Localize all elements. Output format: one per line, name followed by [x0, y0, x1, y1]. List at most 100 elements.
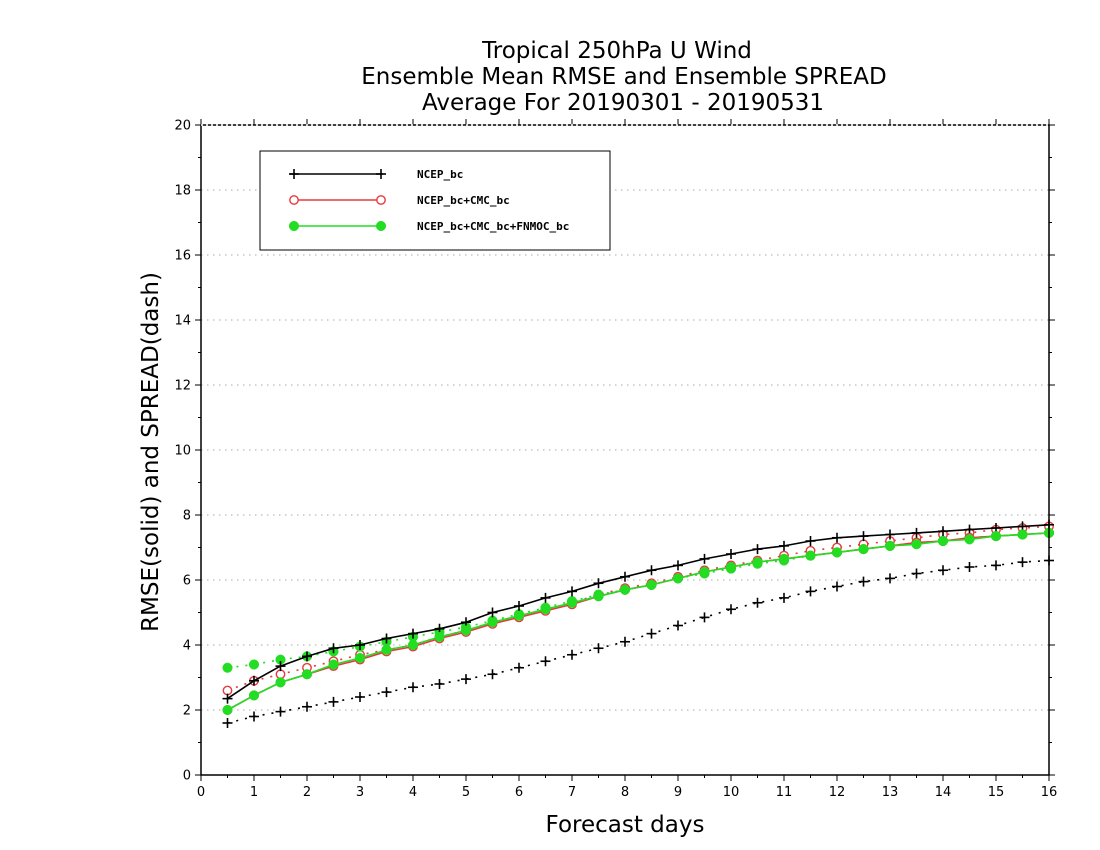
- series-1-spread: [222, 521, 1054, 696]
- series-1-rmse: [222, 527, 1054, 715]
- legend-entry: NCEP_bc: [289, 168, 463, 181]
- data-point-spread: [275, 706, 286, 717]
- data-point-rmse: [699, 566, 710, 577]
- data-point-rmse: [407, 639, 419, 651]
- series-2-rmse: [222, 527, 1055, 716]
- x-tick-label: 6: [515, 785, 523, 800]
- data-point-spread: [408, 682, 418, 693]
- data-point-rmse: [672, 573, 684, 584]
- data-point-rmse: [222, 693, 233, 704]
- legend-marker-right: [376, 169, 386, 179]
- data-point-spread: [832, 581, 842, 592]
- title-line-1: Tropical 250hPa U Wind: [481, 38, 752, 64]
- data-point-rmse: [354, 652, 366, 664]
- series-line-spread: [227, 559, 1050, 724]
- data-point-rmse: [222, 704, 233, 716]
- data-point-spread: [673, 620, 683, 631]
- data-point-rmse: [487, 617, 498, 628]
- legend-entry: NCEP_bc+CMC_bc+FNMOC_bc: [288, 220, 569, 233]
- data-point-spread: [699, 612, 710, 623]
- data-point-rmse: [381, 644, 392, 655]
- data-point-rmse: [673, 560, 683, 571]
- data-point-rmse: [725, 561, 737, 573]
- y-tick-label: 0: [183, 769, 191, 784]
- data-point-spread: [248, 659, 260, 670]
- title-line-2: Ensemble Mean RMSE and Ensemble SPREAD: [361, 64, 886, 90]
- data-point-rmse: [805, 550, 816, 561]
- data-point-rmse: [1017, 529, 1028, 540]
- x-tick-label: 1: [250, 785, 258, 800]
- y-tick-label: 12: [174, 379, 191, 394]
- data-point-rmse: [699, 553, 710, 564]
- data-point-rmse: [566, 597, 578, 608]
- series-line-spread: [227, 532, 1050, 669]
- y-tick-label: 8: [183, 509, 191, 524]
- data-point-rmse: [567, 586, 577, 597]
- x-tick-label: 7: [568, 785, 576, 800]
- data-point-rmse: [858, 544, 869, 555]
- data-point-spread: [858, 576, 869, 587]
- data-point-spread: [567, 649, 577, 660]
- x-tick-label: 5: [462, 785, 470, 800]
- data-point-rmse: [275, 677, 286, 688]
- y-tick-label: 2: [183, 704, 191, 719]
- y-tick-label: 4: [183, 639, 191, 654]
- x-tick-label: 16: [1041, 785, 1058, 800]
- data-point-spread: [964, 562, 975, 572]
- legend-entry: NCEP_bc+CMC_bc: [289, 194, 510, 207]
- x-tick-label: 13: [882, 785, 899, 800]
- legend-label: NCEP_bc+CMC_bc: [417, 194, 510, 207]
- data-point-rmse: [302, 651, 312, 662]
- x-axis: 0 1 2 3 4 5 6 7 8 9 10 11 12 13 14 15 16: [197, 119, 1057, 800]
- data-point-rmse: [355, 640, 365, 650]
- data-point-spread: [646, 628, 657, 639]
- data-point-rmse: [937, 535, 949, 547]
- y-axis: 0 2 4 6 8 10 12 14 16 18 20: [174, 119, 1055, 784]
- data-point-rmse: [540, 604, 551, 615]
- data-point-spread: [540, 656, 551, 667]
- legend-marker-left: [289, 169, 299, 179]
- data-point-spread: [434, 679, 445, 689]
- data-point-spread: [620, 636, 630, 647]
- data-point-rmse: [248, 690, 260, 701]
- legend-marker-right: [375, 220, 387, 232]
- data-point-rmse: [593, 578, 604, 589]
- x-tick-label: 9: [674, 785, 682, 800]
- data-point-rmse: [752, 557, 763, 568]
- data-point-spread: [991, 560, 1001, 571]
- series-line-rmse: [227, 532, 1050, 711]
- x-tick-label: 0: [197, 785, 205, 800]
- y-tick-label: 14: [174, 314, 191, 329]
- y-tick-label: 18: [174, 184, 191, 199]
- y-tick-label: 16: [174, 249, 191, 264]
- legend: NCEP_bc NCEP_bc+CMC_bc NCEP_bc+CMC_bc+FNMO…: [259, 150, 611, 251]
- data-point-spread: [222, 662, 233, 673]
- data-point-spread: [752, 597, 763, 608]
- y-tick-label: 6: [183, 574, 191, 589]
- legend-marker-right: [376, 195, 386, 205]
- data-point-rmse: [885, 529, 895, 540]
- data-point-rmse: [275, 661, 286, 672]
- data-point-spread: [911, 568, 922, 579]
- data-point-rmse: [646, 579, 657, 590]
- data-point-rmse: [990, 531, 1002, 542]
- data-point-spread: [249, 711, 259, 722]
- data-point-rmse: [884, 540, 896, 551]
- series-2-spread: [222, 527, 1055, 673]
- legend-label: NCEP_bc: [417, 168, 463, 181]
- data-point-spread: [938, 565, 948, 576]
- data-point-rmse: [726, 549, 736, 559]
- data-point-spread: [275, 669, 286, 680]
- x-tick-label: 4: [409, 785, 417, 800]
- y-tick-label: 20: [174, 119, 191, 134]
- data-point-rmse: [779, 540, 789, 551]
- data-point-rmse: [328, 659, 339, 670]
- data-point-rmse: [858, 531, 869, 542]
- data-point-rmse: [620, 571, 630, 582]
- data-point-spread: [328, 696, 339, 707]
- data-point-spread: [487, 669, 498, 680]
- data-point-spread: [355, 692, 365, 702]
- y-axis-label: RMSE(solid) and SPREAD(dash): [138, 272, 164, 632]
- data-point-spread: [1017, 557, 1028, 568]
